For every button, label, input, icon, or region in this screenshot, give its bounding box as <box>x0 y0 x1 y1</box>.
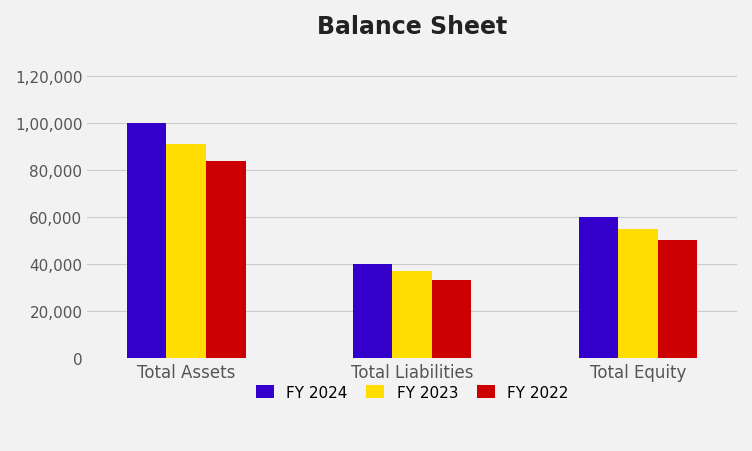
Bar <box>393 272 432 359</box>
Title: Balance Sheet: Balance Sheet <box>317 15 508 39</box>
Bar <box>432 280 472 359</box>
Bar <box>618 230 658 359</box>
Legend: FY 2024, FY 2023, FY 2022: FY 2024, FY 2023, FY 2022 <box>250 379 575 406</box>
Bar <box>658 240 697 359</box>
Bar <box>353 265 393 359</box>
Bar <box>127 124 166 359</box>
Bar <box>166 145 206 359</box>
Bar <box>579 218 618 359</box>
Bar <box>206 161 246 359</box>
